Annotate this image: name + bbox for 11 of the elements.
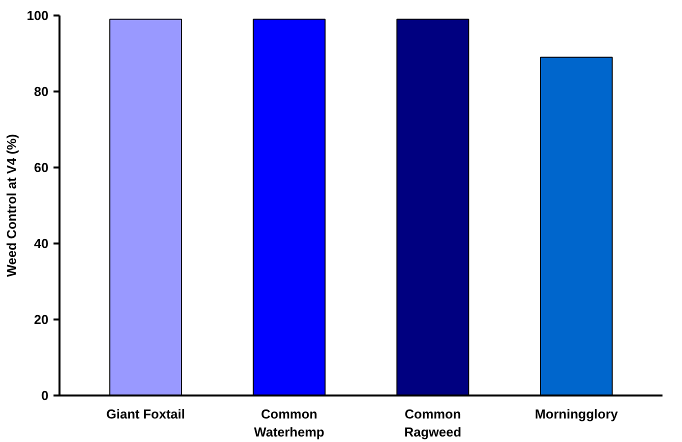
y-axis-title: Weed Control at V4 (%) (4, 134, 19, 277)
y-tick-label: 80 (34, 84, 49, 99)
y-tick-label: 40 (34, 236, 49, 251)
y-tick-label: 0 (41, 388, 49, 403)
x-tick-label: Giant Foxtail (106, 406, 186, 422)
x-tick-label: Morningglory (534, 406, 619, 422)
y-tick-label: 100 (26, 8, 49, 23)
x-tick-label: Common Ragweed (404, 406, 462, 440)
x-tick-label: Common Waterhemp (254, 406, 324, 440)
y-tick-label: 20 (34, 312, 49, 327)
y-tick-label: 60 (34, 160, 49, 175)
